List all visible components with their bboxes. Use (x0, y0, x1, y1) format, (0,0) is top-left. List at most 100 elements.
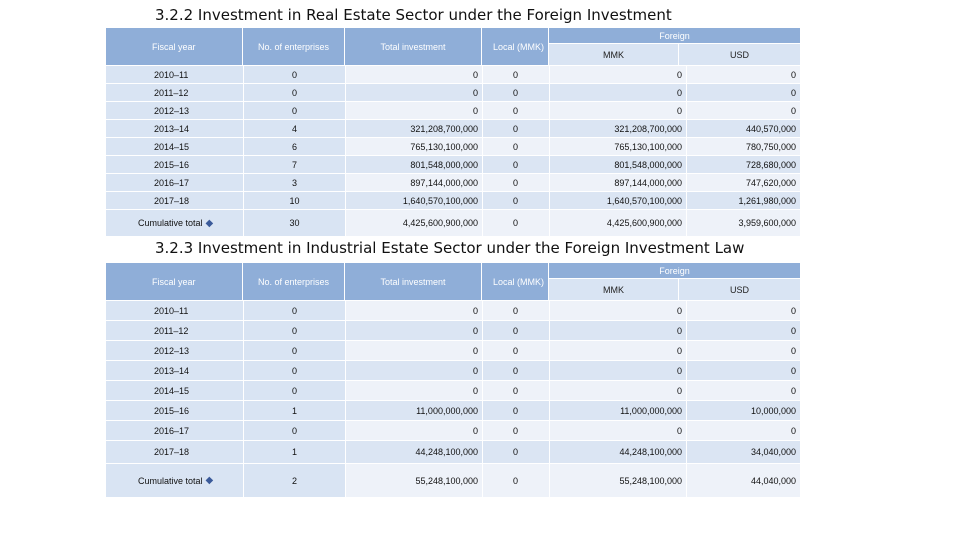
header-enterprises: No. of enterprises (243, 28, 345, 65)
cell-local: 0 (482, 301, 549, 320)
total-row: Cumulative total ◆ 2 55,248,100,000 0 55,248,… (106, 463, 800, 497)
header-fiscal-year: Fiscal year (106, 28, 243, 65)
cell-local: 0 (482, 138, 549, 155)
cell-fiscal-year: 2013–14 (106, 120, 243, 137)
table-row: 2015–16 1 11,000,000,000 0 11,000,000,000 10,… (106, 400, 800, 420)
header-foreign-group: Foreign MMK USD (549, 28, 800, 65)
header-fiscal-year: Fiscal year (106, 263, 243, 300)
cell-foreign-usd: 0 (686, 102, 800, 119)
industrial-estate-investment-table: Fiscal year No. of enterprises Total inves… (106, 263, 800, 497)
cell-enterprises: 0 (243, 301, 345, 320)
cell-foreign-usd: 34,040,000 (686, 441, 800, 463)
table1-title: 3.2.2 Investment in Real Estate Sector u… (155, 6, 672, 24)
cell-fiscal-year: 2017–18 (106, 441, 243, 463)
cell-fiscal-year-total: Cumulative total ◆ (106, 210, 243, 236)
cell-enterprises: 10 (243, 192, 345, 209)
cell-foreign-mmk: 44,248,100,000 (549, 441, 686, 463)
total-label: 4,425,600,900,000 (402, 218, 478, 228)
cell-fiscal-year: 2012–13 (106, 102, 243, 119)
cell-foreign-usd: 747,620,000 (686, 174, 800, 191)
cell-total-investment: 801,548,000,000 (345, 156, 482, 173)
cell-enterprises: 1 (243, 401, 345, 420)
table-row: 2014–15 0 0 0 0 0 (106, 380, 800, 400)
total-label: 55,248,100,000 (415, 475, 478, 486)
cell-total-investment: 0 (345, 421, 482, 440)
header-usd: USD (679, 279, 800, 300)
table-row: 2016–17 0 0 0 0 0 (106, 420, 800, 440)
table-row: 2011–12 0 0 0 0 0 (106, 83, 800, 101)
cell-fiscal-year: 2016–17 (106, 174, 243, 191)
cell-local: 0 (482, 192, 549, 209)
table-row: 2010–11 0 0 0 0 0 (106, 65, 800, 83)
total-label: 4,425,600,900,000 (606, 218, 682, 228)
cell-foreign-usd: 0 (686, 84, 800, 101)
cell-total-investment: 0 (345, 66, 482, 83)
cell-foreign-mmk-total: 55,248,100,000 (549, 464, 686, 497)
cell-foreign-mmk: 0 (549, 421, 686, 440)
cell-foreign-usd: 0 (686, 421, 800, 440)
table2-title: 3.2.3 Investment in Industrial Estate Se… (155, 239, 745, 257)
cell-fiscal-year: 2011–12 (106, 321, 243, 340)
cell-fiscal-year: 2015–16 (106, 401, 243, 420)
cell-foreign-mmk: 801,548,000,000 (549, 156, 686, 173)
cell-total-investment: 321,208,700,000 (345, 120, 482, 137)
cell-total-investment: 1,640,570,100,000 (345, 192, 482, 209)
cell-foreign-usd: 0 (686, 381, 800, 400)
cell-foreign-mmk: 0 (549, 341, 686, 360)
diamond-bullet-icon: ◆ (205, 217, 214, 229)
cell-foreign-usd: 728,680,000 (686, 156, 800, 173)
cell-enterprises: 6 (243, 138, 345, 155)
cell-total-investment: 11,000,000,000 (345, 401, 482, 420)
cell-foreign-usd: 10,000,000 (686, 401, 800, 420)
cell-total-investment: 0 (345, 361, 482, 380)
cell-local: 0 (482, 421, 549, 440)
header-usd: USD (679, 44, 800, 65)
cell-fiscal-year-total: Cumulative total ◆ (106, 464, 243, 497)
cell-foreign-usd-total: 3,959,600,000 (686, 210, 800, 236)
cell-foreign-mmk: 765,130,100,000 (549, 138, 686, 155)
cell-enterprises: 3 (243, 174, 345, 191)
cell-total-investment-total: 4,425,600,900,000 (345, 210, 482, 236)
cell-enterprises: 4 (243, 120, 345, 137)
cell-foreign-mmk: 0 (549, 66, 686, 83)
header-foreign: Foreign (549, 28, 800, 44)
cell-foreign-mmk: 0 (549, 102, 686, 119)
cell-foreign-usd: 0 (686, 341, 800, 360)
total-label: 55,248,100,000 (619, 475, 682, 486)
cell-fiscal-year: 2014–15 (106, 138, 243, 155)
cell-fiscal-year: 2013–14 (106, 361, 243, 380)
cell-foreign-mmk-total: 4,425,600,900,000 (549, 210, 686, 236)
cell-fiscal-year: 2010–11 (106, 301, 243, 320)
header-foreign-group: Foreign MMK USD (549, 263, 800, 300)
cell-enterprises: 0 (243, 341, 345, 360)
table-header: Fiscal year No. of enterprises Total inves… (106, 28, 800, 65)
cell-fiscal-year: 2014–15 (106, 381, 243, 400)
cell-local: 0 (482, 156, 549, 173)
table-row: 2010–11 0 0 0 0 0 (106, 300, 800, 320)
cell-local: 0 (482, 361, 549, 380)
cell-foreign-mmk: 0 (549, 301, 686, 320)
cell-total-investment: 0 (345, 381, 482, 400)
cell-foreign-mmk: 321,208,700,000 (549, 120, 686, 137)
cell-enterprises: 0 (243, 421, 345, 440)
header-total-investment: Total investment (345, 28, 482, 65)
cell-local-total: 0 (482, 464, 549, 497)
cell-fiscal-year: 2010–11 (106, 66, 243, 83)
cell-local-total: 0 (482, 210, 549, 236)
cell-enterprises: 0 (243, 381, 345, 400)
cell-local: 0 (482, 120, 549, 137)
cell-local: 0 (482, 174, 549, 191)
total-label: 0 (513, 218, 519, 228)
cell-total-investment: 897,144,000,000 (345, 174, 482, 191)
header-local: Local (MMK) (482, 28, 549, 65)
cell-foreign-usd: 0 (686, 301, 800, 320)
cell-enterprises-total: 30 (243, 210, 345, 236)
cell-total-investment: 0 (345, 301, 482, 320)
table-row: 2017–18 10 1,640,570,100,000 0 1,640,570,100… (106, 191, 800, 209)
header-foreign: Foreign (549, 263, 800, 279)
cell-local: 0 (482, 341, 549, 360)
total-label: 0 (513, 475, 519, 486)
cell-local: 0 (482, 441, 549, 463)
cell-foreign-mmk: 11,000,000,000 (549, 401, 686, 420)
cell-total-investment: 0 (345, 321, 482, 340)
